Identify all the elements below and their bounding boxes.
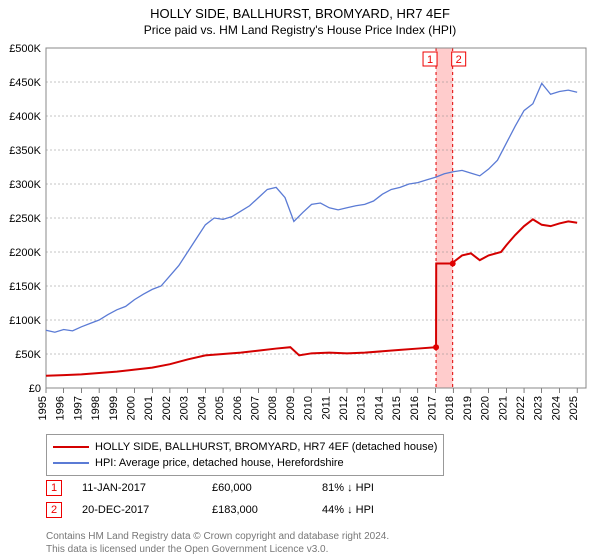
footer-attribution: Contains HM Land Registry data © Crown c… xyxy=(46,530,389,556)
y-tick-label: £200K xyxy=(9,247,41,259)
x-tick-label: 2017 xyxy=(427,396,439,420)
y-tick-label: £350K xyxy=(9,145,41,157)
x-tick-label: 1995 xyxy=(37,396,49,420)
legend-row-hpi: HPI: Average price, detached house, Here… xyxy=(53,455,437,471)
x-tick-label: 1997 xyxy=(72,396,84,420)
x-tick-label: 2013 xyxy=(356,396,368,420)
y-tick-label: £450K xyxy=(9,77,41,89)
x-tick-label: 2003 xyxy=(179,396,191,420)
y-tick-label: £500K xyxy=(9,43,41,55)
tx-delta: 81% ↓ HPI xyxy=(322,482,432,494)
x-tick-label: 2016 xyxy=(409,396,421,420)
x-tick-label: 2008 xyxy=(267,396,279,420)
legend-label: HPI: Average price, detached house, Here… xyxy=(95,455,344,471)
x-tick-label: 2022 xyxy=(515,396,527,420)
x-tick-label: 2000 xyxy=(126,396,138,420)
price-chart: £0 £50K £100K £150K £200K £250K £300K £350K £400… xyxy=(0,0,600,440)
series-property xyxy=(46,219,577,375)
x-tick-label: 2005 xyxy=(214,396,226,420)
footer-line-2: This data is licensed under the Open Gov… xyxy=(46,543,389,556)
x-tick-label: 2015 xyxy=(391,396,403,420)
x-tick-label: 2001 xyxy=(143,396,155,420)
legend-box: HOLLY SIDE, BALLHURST, BROMYARD, HR7 4EF… xyxy=(46,434,444,476)
x-tick-label: 2023 xyxy=(533,396,545,420)
transaction-row-1: 1 11-JAN-2017 £60,000 81% ↓ HPI xyxy=(46,480,432,496)
x-tick-label: 2024 xyxy=(550,396,562,420)
x-tick-label: 2019 xyxy=(462,396,474,420)
x-tick-label: 2002 xyxy=(161,396,173,420)
x-tick-label: 2025 xyxy=(568,396,580,420)
legend-swatch xyxy=(53,446,89,448)
x-tick-label: 2004 xyxy=(196,396,208,420)
x-tick-label: 2007 xyxy=(249,396,261,420)
y-tick-label: £100K xyxy=(9,315,41,327)
x-tick-label: 2020 xyxy=(480,396,492,420)
tx-marker-icon: 2 xyxy=(46,502,62,518)
tx-price: £183,000 xyxy=(212,504,302,516)
svg-text:2: 2 xyxy=(456,54,462,66)
x-tick-label: 2021 xyxy=(497,396,509,420)
x-tick-label: 2014 xyxy=(373,396,385,420)
legend-swatch xyxy=(53,462,89,464)
tx-date: 20-DEC-2017 xyxy=(82,504,192,516)
y-tick-label: £400K xyxy=(9,111,41,123)
y-tick-label: £300K xyxy=(9,179,41,191)
legend-row-property: HOLLY SIDE, BALLHURST, BROMYARD, HR7 4EF… xyxy=(53,439,437,455)
tx-marker-icon: 1 xyxy=(46,480,62,496)
y-tick-label: £150K xyxy=(9,281,41,293)
tx-date: 11-JAN-2017 xyxy=(82,482,192,494)
x-tick-label: 1999 xyxy=(108,396,120,420)
x-tick-label: 2012 xyxy=(338,396,350,420)
x-tick-label: 2006 xyxy=(232,396,244,420)
sale-marker-1 xyxy=(433,344,439,350)
x-tick-label: 2010 xyxy=(303,396,315,420)
transaction-row-2: 2 20-DEC-2017 £183,000 44% ↓ HPI xyxy=(46,502,432,518)
y-tick-label: £250K xyxy=(9,213,41,225)
svg-text:1: 1 xyxy=(427,54,433,66)
x-tick-label: 2009 xyxy=(285,396,297,420)
footer-line-1: Contains HM Land Registry data © Crown c… xyxy=(46,530,389,543)
x-tick-label: 1996 xyxy=(55,396,67,420)
y-tick-label: £50K xyxy=(15,349,41,361)
x-tick-label: 1998 xyxy=(90,396,102,420)
legend-label: HOLLY SIDE, BALLHURST, BROMYARD, HR7 4EF… xyxy=(95,439,437,455)
x-tick-label: 2011 xyxy=(320,396,332,420)
tx-delta: 44% ↓ HPI xyxy=(322,504,432,516)
sale-marker-2 xyxy=(450,261,456,267)
tx-price: £60,000 xyxy=(212,482,302,494)
series-hpi xyxy=(46,83,577,332)
y-tick-label: £0 xyxy=(29,383,41,395)
x-tick-label: 2018 xyxy=(444,396,456,420)
